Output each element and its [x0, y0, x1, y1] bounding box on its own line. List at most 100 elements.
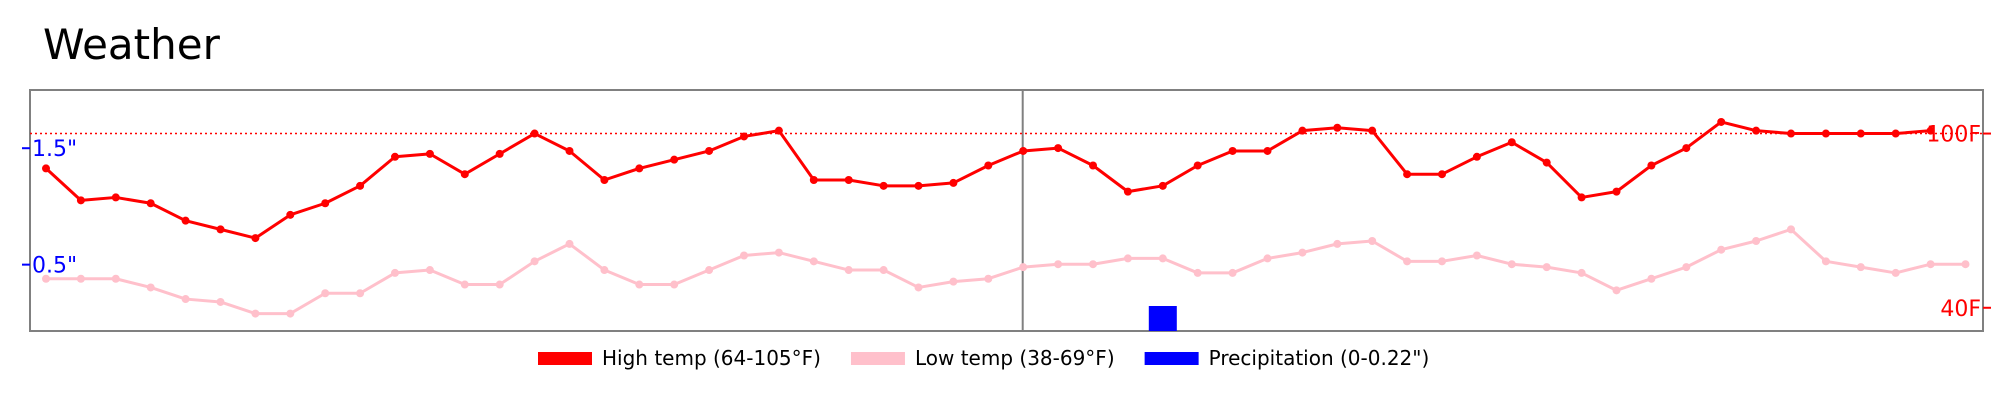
legend-swatch [538, 352, 592, 365]
low-temp-point [1263, 254, 1272, 263]
high-temp-point [949, 178, 958, 187]
high-temp-point [76, 196, 85, 205]
precip-bar [1148, 306, 1177, 331]
high-temp-point [1787, 129, 1795, 138]
high-temp-point [460, 170, 469, 179]
low-temp-point [844, 266, 853, 275]
low-temp-point [1612, 286, 1621, 295]
low-temp-point [1368, 236, 1377, 245]
low-temp-point [76, 274, 85, 283]
low-temp-point [600, 266, 609, 275]
low-temp-point [181, 295, 190, 304]
low-temp-point [216, 297, 225, 306]
high-temp-point [251, 234, 260, 243]
low-temp-point [949, 277, 958, 286]
high-temp-point [1856, 129, 1865, 138]
low-temp-point [1682, 263, 1691, 272]
high-temp-point [1193, 161, 1202, 170]
high-temp-point [1019, 146, 1028, 155]
high-temp-point [356, 181, 365, 190]
high-temp-point [1682, 144, 1691, 153]
low-temp-point [914, 283, 923, 292]
high-temp-point [705, 146, 714, 155]
low-temp-point [530, 257, 539, 266]
high-temp-point [844, 176, 853, 185]
low-temp-point [1333, 239, 1342, 248]
high-temp-point [565, 146, 574, 155]
low-temp-point [1298, 248, 1307, 257]
high-temp-point [111, 193, 120, 202]
legend-label: Low temp (38-69°F) [915, 346, 1115, 370]
high-temp-point [914, 181, 923, 190]
low-temp-point [1089, 260, 1097, 269]
high-temp-point [1577, 193, 1586, 202]
low-temp-point [1577, 268, 1586, 277]
high-temp-point [1542, 158, 1551, 167]
legend-swatch [850, 352, 905, 365]
high-temp-point [1438, 170, 1446, 179]
low-temp-point [1054, 260, 1063, 269]
high-temp-line [44, 120, 1931, 240]
low-temp-point [879, 266, 888, 275]
low-temp-point [1926, 260, 1935, 269]
high-temp-point [42, 164, 50, 173]
high-temp-point [1333, 123, 1342, 132]
high-temp-point [879, 181, 888, 190]
high-temp-point [1647, 161, 1656, 170]
low-temp-point [565, 239, 574, 248]
low-temp-point [635, 280, 644, 289]
low-temp-point [1472, 251, 1481, 260]
low-temp-point [391, 268, 399, 277]
low-temp-point [1123, 254, 1132, 263]
high-temp-point [670, 155, 679, 164]
low-temp-point [1891, 268, 1900, 277]
low-temp-point [1193, 268, 1202, 277]
legend-swatch [1144, 352, 1199, 365]
high-temp-point [425, 149, 434, 158]
low-temp-point [495, 280, 504, 289]
plot-frame [29, 89, 1984, 332]
high-temp-point [1403, 170, 1412, 179]
low-temp-point [1438, 257, 1446, 266]
low-temp-point [42, 274, 50, 283]
legend-label: Precipitation (0-0.22") [1209, 346, 1430, 370]
plot-area: 40F 100F 0.5" 1.5" [22, 89, 1991, 332]
low-temp-point [1961, 260, 1970, 269]
low-temp-point [1507, 260, 1516, 269]
low-temp-point [740, 251, 748, 260]
low-temp-point [321, 289, 330, 298]
low-temp-point [774, 248, 783, 257]
high-temp-point [1089, 161, 1097, 170]
low-temp-point [1647, 274, 1656, 283]
high-temp-point [1228, 146, 1237, 155]
high-temp-point [1054, 144, 1063, 153]
high-temp-point [1298, 126, 1307, 135]
high-temp-point [1472, 152, 1481, 161]
low-temp-point [1752, 236, 1761, 245]
low-temp-point [1787, 225, 1795, 234]
high-temp-point [809, 176, 818, 185]
high-temp-point [635, 164, 644, 173]
high-temp-point [321, 199, 330, 208]
high-temp-point [1752, 126, 1761, 135]
low-temp-point [286, 309, 295, 318]
high-temp-point [1891, 129, 1900, 138]
low-temp-point [670, 280, 679, 289]
low-temp-point [1542, 263, 1551, 272]
low-temp-point [705, 266, 714, 275]
low-temp-point [1228, 268, 1237, 277]
precip-tick-label: 0.5" [32, 254, 77, 279]
low-temp-point [460, 280, 469, 289]
low-temp-point [1856, 263, 1865, 272]
temp-tick-label: 100F [1926, 123, 1981, 148]
high-temp-point [984, 161, 993, 170]
high-temp-point [181, 216, 190, 225]
low-temp-point [809, 257, 818, 266]
high-temp-point [530, 129, 539, 138]
high-temp-point [216, 225, 225, 234]
low-temp-point [1717, 245, 1726, 254]
low-temp-point [356, 289, 365, 298]
high-temp-point [1821, 129, 1830, 138]
precip-tick-label: 1.5" [32, 137, 77, 162]
